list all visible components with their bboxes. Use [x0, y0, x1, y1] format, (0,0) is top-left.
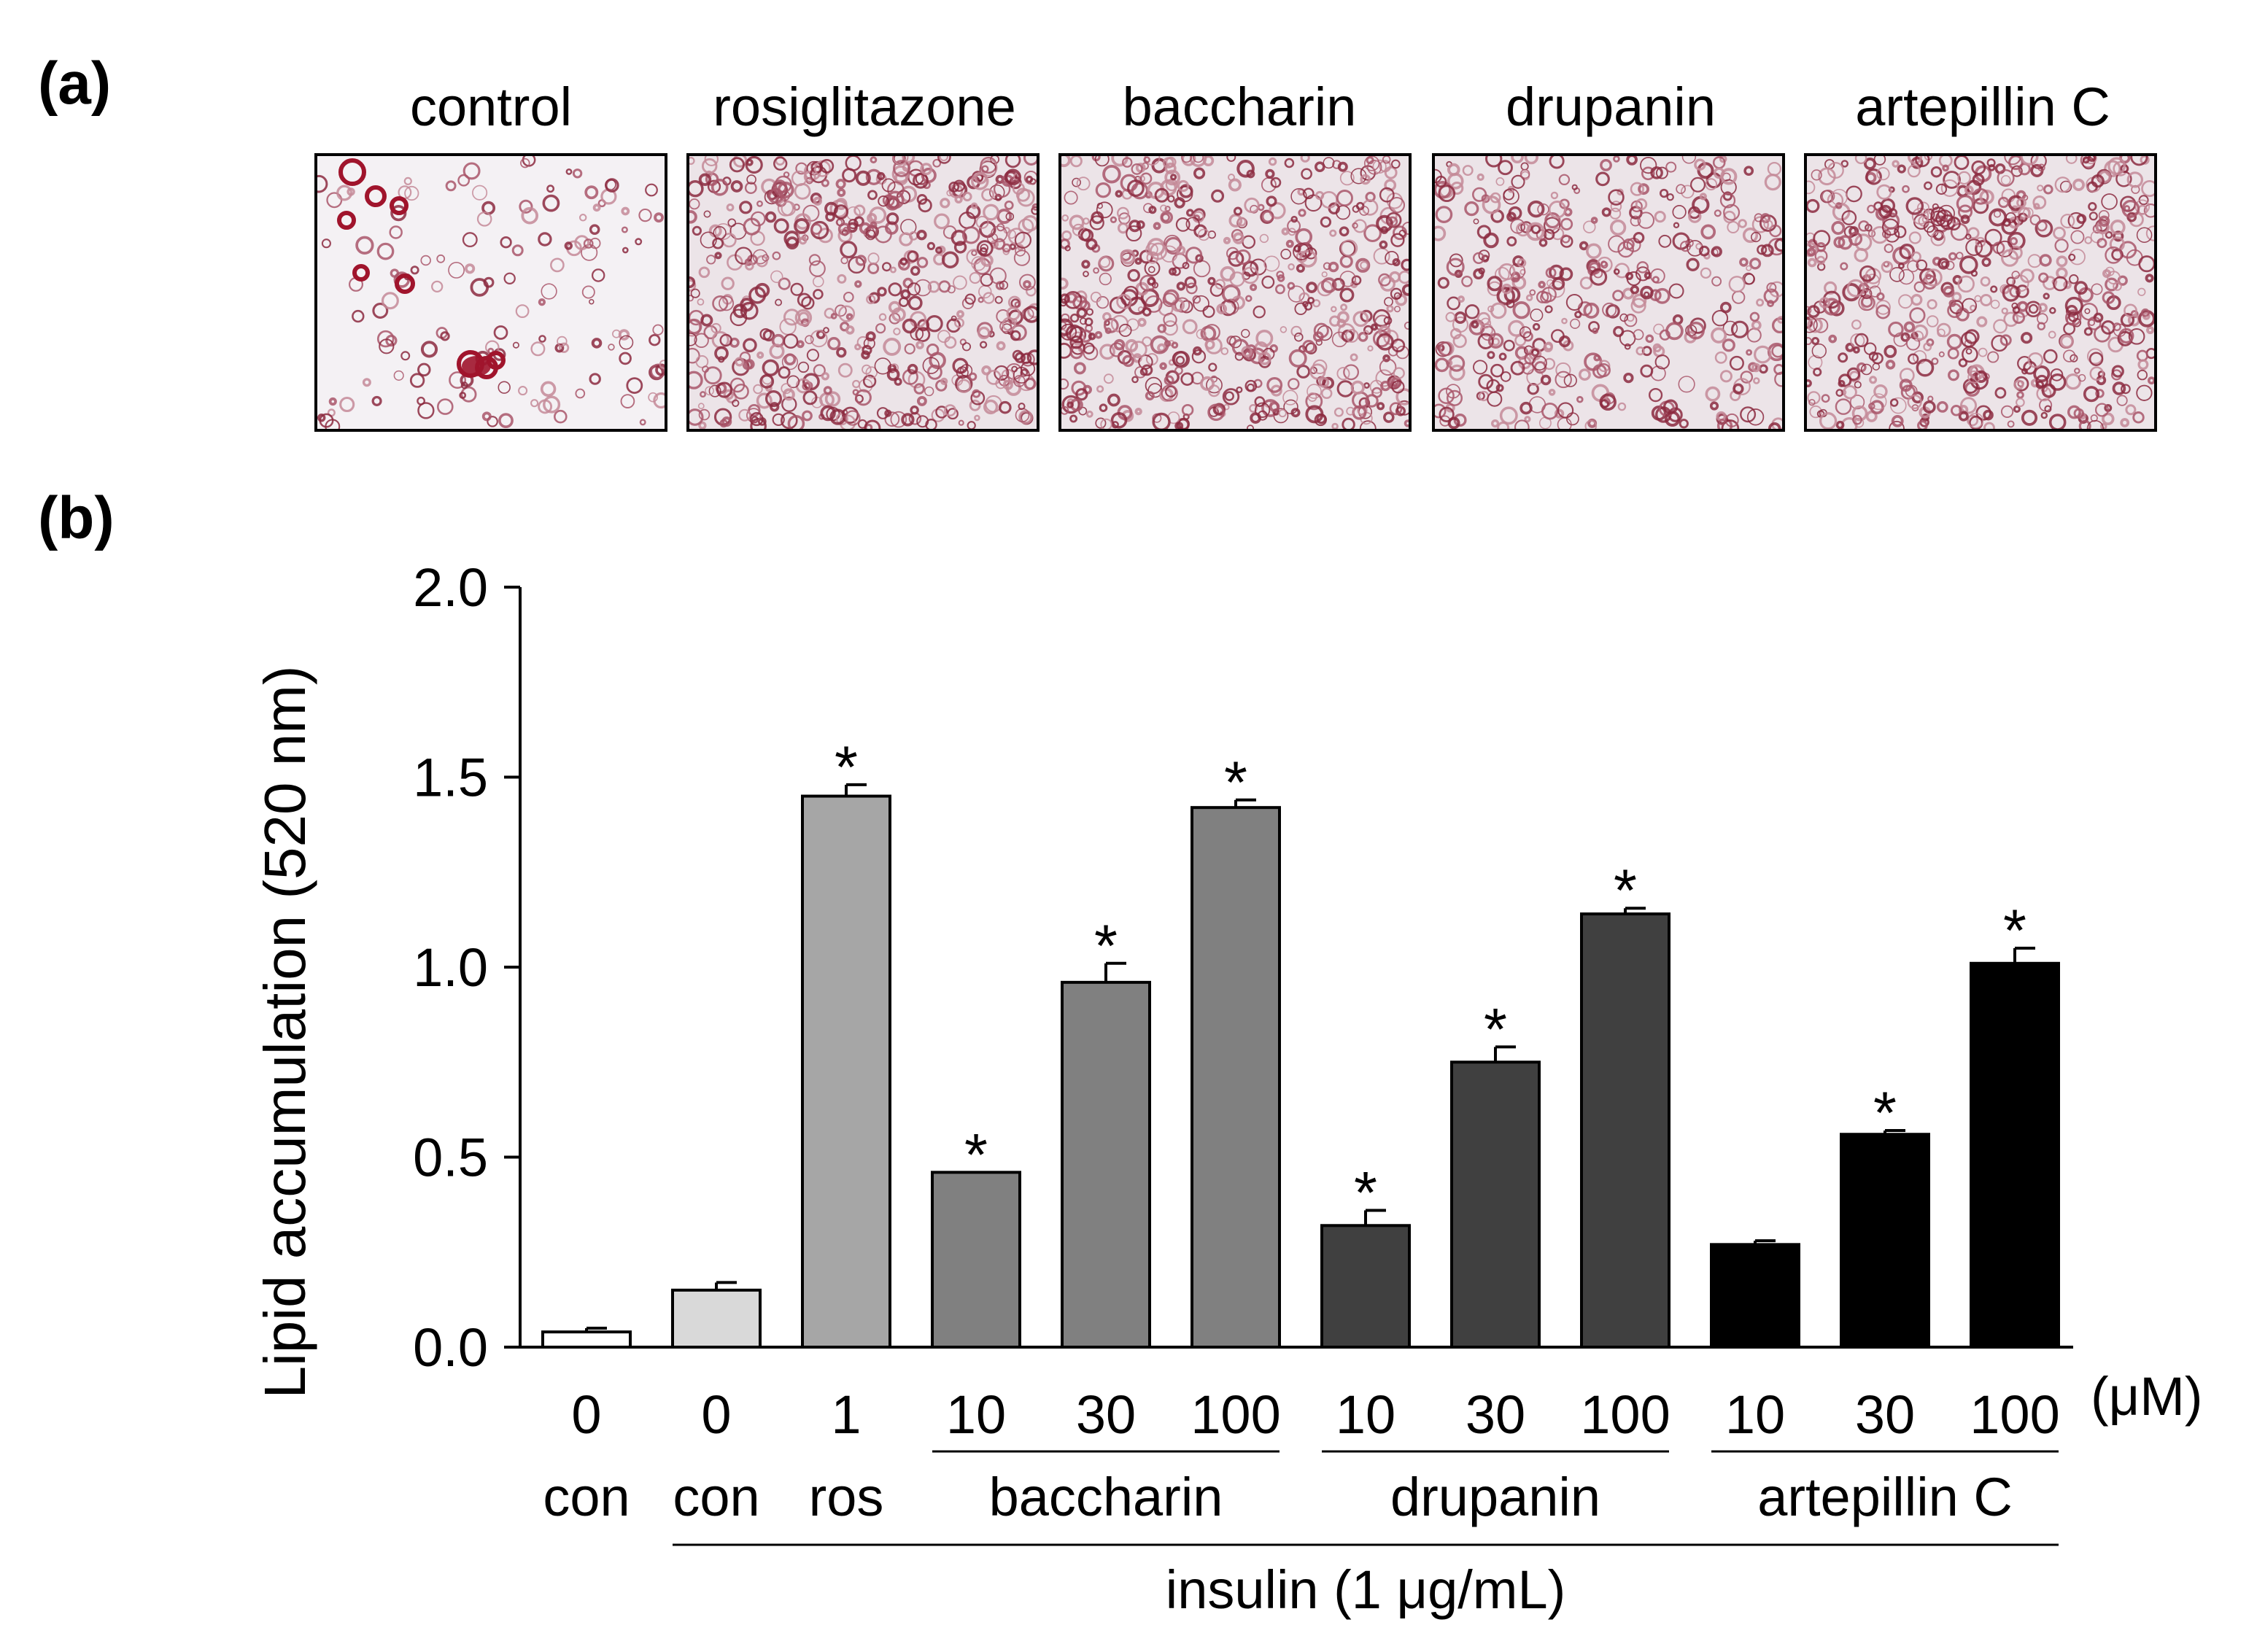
dose-label: 30	[1466, 1384, 1525, 1445]
dose-label: 1	[831, 1384, 861, 1445]
y-axis-label: Lipid accumulation (520 nm)	[252, 666, 317, 1399]
micrograph-title-rosiglitazone: rosiglitazone	[713, 77, 1016, 137]
y-tick-label: 1.5	[413, 748, 488, 808]
micrograph-image-control	[314, 153, 667, 432]
dose-label: 30	[1855, 1384, 1915, 1445]
bar	[1061, 980, 1151, 1349]
group-label: drupanin	[1390, 1467, 1600, 1527]
bar	[1970, 961, 2060, 1349]
micrograph-image-drupanin	[1432, 153, 1785, 432]
dose-unit-label: (μM)	[2091, 1366, 2203, 1427]
dose-label: 0	[571, 1384, 601, 1445]
insulin-label: insulin (1 μg/mL)	[1166, 1559, 1566, 1620]
significance-asterisk: *	[1224, 750, 1247, 816]
significance-asterisk: *	[1873, 1080, 1897, 1147]
y-tick-label: 1.0	[413, 937, 488, 998]
group-label: ros	[809, 1467, 884, 1527]
group-label: artepillin C	[1757, 1467, 2013, 1527]
group-label: baccharin	[989, 1467, 1223, 1527]
bar	[1580, 912, 1671, 1349]
micrograph-title-control: control	[409, 77, 573, 137]
group-label: con	[673, 1467, 759, 1527]
significance-asterisk: *	[835, 734, 858, 801]
significance-asterisk: *	[1354, 1160, 1377, 1226]
panel-label-a: (a)	[38, 50, 112, 117]
bar	[931, 1171, 1021, 1349]
bar	[1840, 1133, 1930, 1349]
dose-label: 10	[946, 1384, 1006, 1445]
panel-label-b: (b)	[38, 485, 115, 551]
bar	[1191, 806, 1281, 1349]
bar	[1320, 1224, 1411, 1349]
dose-label: 10	[1336, 1384, 1395, 1445]
micrograph-image-baccharin	[1058, 153, 1412, 432]
bar	[541, 1330, 632, 1349]
y-tick-label: 0.0	[413, 1317, 488, 1378]
dose-label: 100	[1191, 1384, 1280, 1445]
y-tick-label: 2.0	[413, 557, 488, 618]
significance-asterisk: *	[964, 1122, 988, 1188]
significance-asterisk: *	[1614, 858, 1637, 924]
micrograph-title-drupanin: drupanin	[1505, 77, 1716, 137]
dose-label: 100	[1970, 1384, 2059, 1445]
dose-label: 10	[1725, 1384, 1785, 1445]
bar	[1710, 1243, 1800, 1349]
significance-asterisk: *	[1484, 996, 1507, 1063]
micrograph-title-baccharin: baccharin	[1122, 77, 1357, 137]
y-tick-label: 0.5	[413, 1128, 488, 1188]
dose-label: 30	[1076, 1384, 1136, 1445]
significance-asterisk: *	[2003, 898, 2026, 964]
significance-asterisk: *	[1094, 913, 1118, 980]
bar	[671, 1288, 762, 1349]
bar	[801, 794, 891, 1349]
dose-label: 0	[701, 1384, 731, 1445]
micrograph-title-artepillin-c: artepillin C	[1855, 77, 2110, 137]
dose-label: 100	[1580, 1384, 1670, 1445]
micrograph-image-artepillin-c	[1804, 153, 2157, 432]
bar	[1450, 1060, 1541, 1349]
group-label: con	[543, 1467, 630, 1527]
micrograph-image-rosiglitazone	[686, 153, 1040, 432]
